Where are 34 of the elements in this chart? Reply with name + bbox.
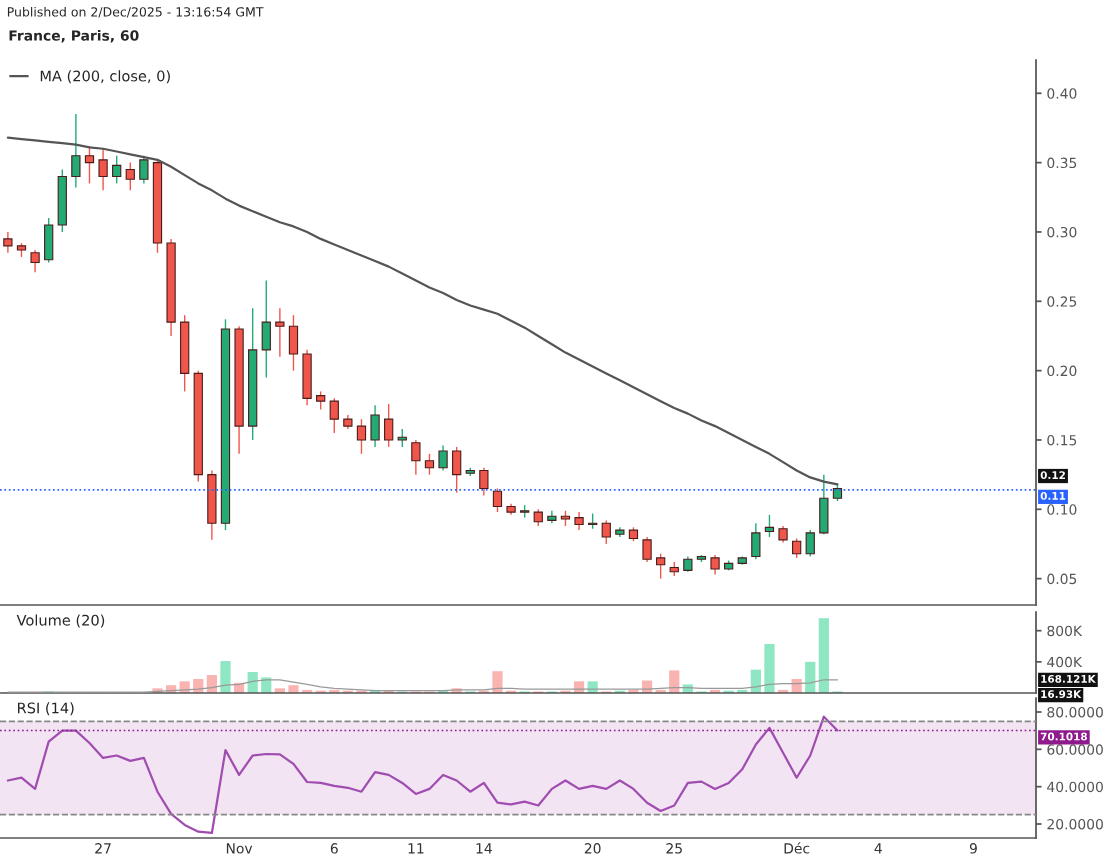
- y-tick-label: 0.35: [1047, 157, 1077, 169]
- x-tick-label: 4: [874, 843, 882, 854]
- ref-line-label: 70.1018: [1040, 732, 1087, 741]
- y-tick-label: 0.20: [1047, 365, 1077, 377]
- chart-title: RSI (14): [18, 702, 74, 716]
- y-tick-label: 0.10: [1047, 504, 1077, 515]
- x-tick-label: 11: [408, 843, 424, 854]
- x-tick-label: Déc: [784, 842, 810, 854]
- legend-label: MA (200, close, 0): [40, 70, 170, 84]
- y-tick-label: 60.0000: [1047, 744, 1103, 755]
- x-tick-label: 14: [476, 843, 492, 854]
- ref-line-label: 0.11: [1040, 491, 1066, 500]
- y-tick-label: 20.0000: [1047, 818, 1103, 830]
- y-tick-label: 40.0000: [1047, 781, 1103, 793]
- chart-title: Volume (20): [16, 614, 105, 628]
- y-tick-label: 800K: [1047, 625, 1083, 637]
- y-tick-label: 0.15: [1047, 434, 1077, 446]
- y-tick-label: 0.40: [1047, 88, 1077, 99]
- y-tick-label: 0.05: [1047, 573, 1077, 585]
- text: 16.93K: [1041, 690, 1082, 699]
- y-tick-label: 80.0000: [1047, 706, 1103, 718]
- chart-title: France, Paris, 60: [9, 30, 139, 43]
- x-tick-label: Nov: [226, 843, 253, 854]
- x-tick-label: 20: [584, 843, 601, 854]
- x-tick-label: 25: [666, 843, 682, 854]
- x-tick-label: 27: [95, 843, 111, 854]
- y-tick-label: 400K: [1047, 656, 1083, 668]
- text: 0.12: [1040, 471, 1065, 480]
- text: 168.121K: [1041, 674, 1096, 683]
- y-tick-label: 0.30: [1047, 226, 1077, 238]
- x-tick-label: 9: [969, 843, 977, 854]
- text: Published on 2/Dec/2025 - 13:16:54 GMT: [7, 6, 264, 18]
- x-tick-label: 6: [330, 843, 338, 854]
- y-tick-label: 0.25: [1047, 296, 1077, 307]
